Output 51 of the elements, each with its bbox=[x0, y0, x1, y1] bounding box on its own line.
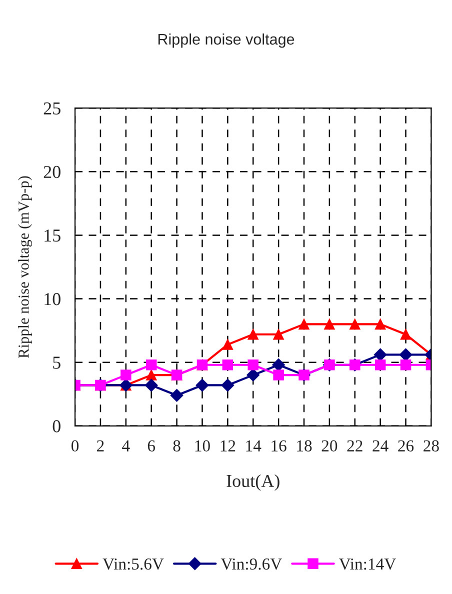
x-axis-title: Iout(A) bbox=[226, 474, 280, 491]
y-tick-label: 5 bbox=[53, 356, 60, 369]
legend-label: Vin:14V bbox=[339, 558, 396, 570]
x-tick-label: 2 bbox=[97, 440, 104, 452]
x-tick-label: 24 bbox=[372, 440, 388, 452]
x-tick-label: 10 bbox=[195, 440, 210, 452]
x-tick-label: 28 bbox=[424, 440, 439, 452]
chart-title: Ripple noise voltage bbox=[158, 33, 294, 48]
point bbox=[400, 360, 412, 370]
point bbox=[248, 328, 258, 340]
x-tick-label: 6 bbox=[148, 440, 156, 452]
point bbox=[196, 378, 209, 392]
x-tick-label: 20 bbox=[322, 440, 338, 452]
point bbox=[144, 378, 158, 392]
point bbox=[374, 318, 386, 330]
point bbox=[146, 360, 157, 370]
x-tick-label: 22 bbox=[347, 440, 362, 452]
x-tick-label: 26 bbox=[398, 440, 414, 452]
y-tick-label: 25 bbox=[44, 102, 60, 115]
x-tick-label: 12 bbox=[220, 440, 236, 452]
point bbox=[273, 370, 284, 380]
point bbox=[273, 328, 284, 340]
point bbox=[272, 358, 285, 372]
point bbox=[248, 360, 258, 370]
x-tick-label: 16 bbox=[272, 440, 286, 452]
point bbox=[324, 318, 335, 330]
y-tick-label: 10 bbox=[44, 293, 60, 306]
point bbox=[350, 318, 360, 330]
point bbox=[120, 370, 132, 380]
point bbox=[400, 328, 412, 340]
y-axis-title: Ripple noise voltage (mVp-p) bbox=[18, 176, 32, 358]
x-tick-label: 18 bbox=[297, 440, 312, 452]
point bbox=[399, 348, 412, 362]
point bbox=[298, 318, 310, 330]
x-tick-label: 4 bbox=[122, 440, 130, 452]
legend-label: Vin:5.6V bbox=[102, 558, 164, 570]
x-tick-label: 8 bbox=[173, 440, 180, 452]
point bbox=[374, 360, 386, 370]
point bbox=[222, 360, 234, 370]
point bbox=[170, 388, 184, 402]
y-tick-label: 20 bbox=[44, 166, 60, 178]
y-tick-label: 0 bbox=[52, 420, 60, 432]
point bbox=[222, 339, 234, 350]
point bbox=[146, 370, 157, 380]
x-tick-label: 14 bbox=[246, 440, 262, 452]
legend-label: Vin:9.6V bbox=[220, 558, 282, 570]
x-tick-label: 0 bbox=[72, 440, 79, 452]
point bbox=[246, 368, 260, 382]
y-tick-label: 15 bbox=[44, 230, 60, 242]
point bbox=[221, 378, 234, 392]
point bbox=[374, 348, 387, 362]
